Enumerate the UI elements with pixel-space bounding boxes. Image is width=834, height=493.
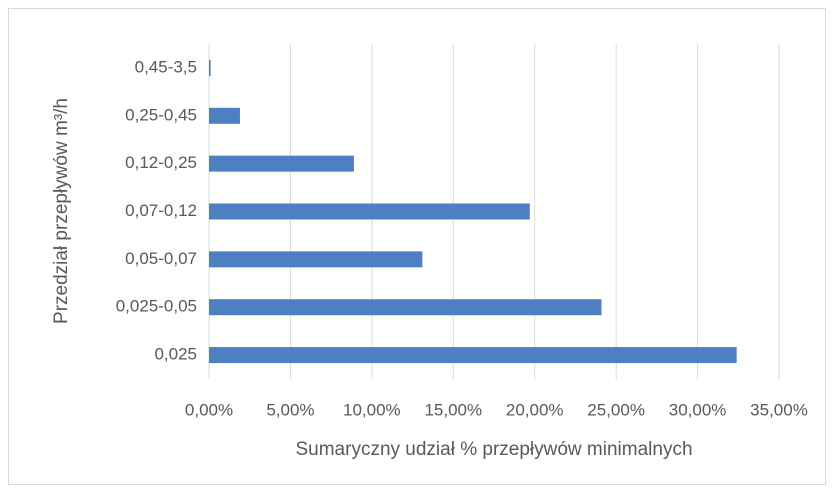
bar xyxy=(209,251,423,268)
y-tick-label: 0,05-0,07 xyxy=(125,249,197,268)
bar xyxy=(209,203,530,220)
chart-border xyxy=(8,8,826,485)
x-tick-label: 0,00% xyxy=(185,400,233,419)
x-axis-title: Sumaryczny udział % przepływów minimalny… xyxy=(295,439,692,460)
bar xyxy=(209,107,240,124)
y-axis-title: Przedział przepływów m³/h xyxy=(51,98,72,324)
y-tick-label: 0,025 xyxy=(154,345,197,364)
x-tick-label: 30,00% xyxy=(669,400,727,419)
x-tick-label: 15,00% xyxy=(424,400,482,419)
y-tick-label: 0,025-0,05 xyxy=(116,297,197,316)
bar xyxy=(209,59,211,76)
y-tick-label: 0,07-0,12 xyxy=(125,201,197,220)
bar xyxy=(209,347,737,364)
y-tick-label: 0,25-0,45 xyxy=(125,105,197,124)
x-tick-label: 20,00% xyxy=(506,400,564,419)
y-tick-label: 0,45-3,5 xyxy=(135,57,197,76)
x-tick-label: 35,00% xyxy=(750,400,808,419)
x-tick-label: 10,00% xyxy=(343,400,401,419)
bar xyxy=(209,155,354,172)
bar xyxy=(209,299,602,316)
y-tick-label: 0,12-0,25 xyxy=(125,153,197,172)
x-tick-label: 5,00% xyxy=(266,400,314,419)
x-tick-label: 25,00% xyxy=(587,400,645,419)
